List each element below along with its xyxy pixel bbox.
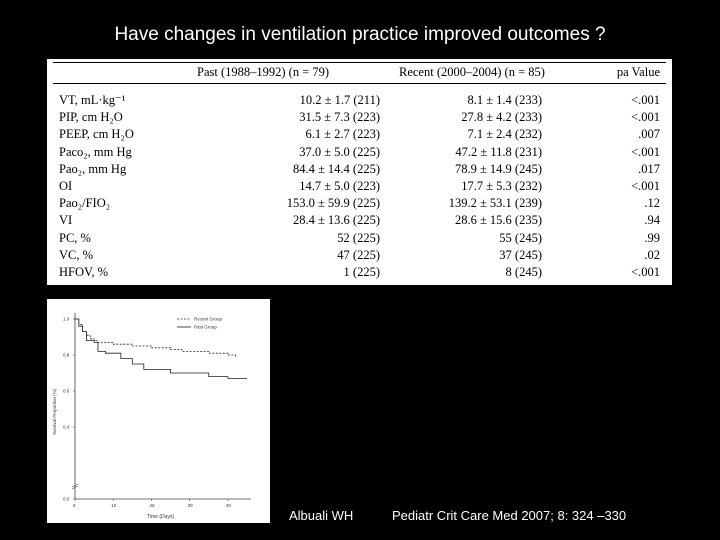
row-p-value: .12 bbox=[644, 196, 660, 211]
axis-break-mark bbox=[71, 485, 79, 490]
row-label: Pao₂, mm Hg bbox=[59, 161, 127, 176]
slide-title: Have changes in ventilation practice imp… bbox=[114, 24, 606, 45]
axis-break-mark bbox=[71, 483, 79, 488]
row-recent-value: 139.2 ± 53.1 (239) bbox=[448, 196, 542, 211]
row-past-value: 84.4 ± 14.4 (225) bbox=[292, 161, 380, 176]
table-row: VI 28.4 ± 13.6 (225) 28.6 ± 15.6 (235) .94 bbox=[47, 214, 672, 227]
table-top-rule bbox=[53, 62, 666, 63]
x-axis-label: Time (Days) bbox=[147, 514, 174, 520]
ventilation-table: Past (1988–1992) (n = 79) Recent (2000–2… bbox=[47, 59, 672, 285]
row-past-value: 14.7 ± 5.0 (223) bbox=[299, 179, 380, 193]
y-tick-label: 0.8 bbox=[63, 353, 70, 358]
row-p-value: <.001 bbox=[631, 179, 660, 193]
citation-author: Albuali WH bbox=[289, 508, 354, 523]
row-past-value: 6.1 ± 2.7 (223) bbox=[305, 127, 380, 142]
row-label: Paco₂, mm Hg bbox=[59, 144, 132, 159]
row-p-value: .017 bbox=[638, 161, 660, 176]
table-row: OI 14.7 ± 5.0 (223) 17.7 ± 5.3 (232) <.001 bbox=[47, 180, 672, 193]
row-recent-value: 17.7 ± 5.3 (232) bbox=[461, 179, 542, 193]
table-row: VC, % 47 (225) 37 (245) .02 bbox=[47, 247, 672, 262]
table-header-rule bbox=[53, 83, 666, 84]
y-tick-label: 1.0 bbox=[63, 317, 70, 322]
row-recent-value: 7.1 ± 2.4 (232) bbox=[467, 127, 542, 142]
y-tick-label: 0.0 bbox=[63, 497, 70, 502]
row-recent-value: 55 (245) bbox=[499, 230, 542, 245]
row-past-value: 37.0 ± 5.0 (225) bbox=[299, 144, 380, 159]
row-p-value: .99 bbox=[644, 230, 660, 245]
row-p-value: <.001 bbox=[631, 110, 660, 125]
row-label: OI bbox=[59, 179, 73, 193]
table-row: Paco₂, mm Hg 37.0 ± 5.0 (225) 47.2 ± 11.8 … bbox=[47, 144, 672, 159]
survival-chart: 0.0 0.4 0.6 0.8 1.0 0 10 20 30 40 Time (Days) Survi… bbox=[47, 299, 270, 523]
row-label: VI bbox=[59, 213, 73, 228]
row-recent-value: 28.6 ± 15.6 (235) bbox=[454, 213, 542, 228]
x-tick-label: 10 bbox=[111, 503, 117, 508]
row-recent-value: 47.2 ± 11.8 (231) bbox=[455, 144, 542, 159]
row-label: VT, mL·kg⁻¹ bbox=[59, 93, 126, 107]
y-axis-label: Survival Proportion (%) bbox=[52, 388, 57, 435]
survival-chart-svg: 0.0 0.4 0.6 0.8 1.0 0 10 20 30 40 Time (Days) Survi… bbox=[52, 313, 251, 520]
row-recent-value: 27.8 ± 4.2 (233) bbox=[461, 110, 542, 125]
row-label: HFOV, % bbox=[59, 265, 109, 279]
row-label: VC, % bbox=[59, 247, 94, 262]
row-p-value: .02 bbox=[644, 247, 660, 262]
row-label: PEEP, cm H₂O bbox=[59, 127, 134, 142]
row-recent-value: 8 (245) bbox=[505, 265, 542, 279]
row-past-value: 153.0 ± 59.9 (225) bbox=[286, 196, 380, 211]
y-tick-label: 0.4 bbox=[63, 425, 70, 430]
row-label: PC, % bbox=[59, 230, 91, 245]
series-line-recent bbox=[75, 318, 236, 357]
table-row: Pao₂, mm Hg 84.4 ± 14.4 (225) 78.9 ± 14.9 … bbox=[47, 161, 672, 176]
col-header-recent: Recent (2000–2004) (n = 85) bbox=[399, 65, 545, 79]
table-row: PC, % 52 (225) 55 (245) .99 bbox=[47, 230, 672, 245]
row-p-value: <.001 bbox=[631, 93, 660, 107]
row-past-value: 1 (225) bbox=[343, 265, 380, 279]
row-recent-value: 37 (245) bbox=[499, 247, 542, 262]
col-header-past: Past (1988–1992) (n = 79) bbox=[197, 65, 330, 79]
x-tick-label: 0 bbox=[73, 503, 76, 508]
y-tick-label: 0.6 bbox=[63, 389, 70, 394]
citation-reference: Pediatr Crit Care Med 2007; 8: 324 –330 bbox=[392, 508, 627, 523]
table-row: VT, mL·kg⁻¹ 10.2 ± 1.7 (211) 8.1 ± 1.4 (23… bbox=[47, 94, 672, 107]
row-p-value: .007 bbox=[638, 127, 660, 142]
row-recent-value: 78.9 ± 14.9 (245) bbox=[454, 161, 542, 176]
x-tick-label: 30 bbox=[188, 503, 194, 508]
x-tick-label: 20 bbox=[149, 503, 155, 508]
x-tick-label: 40 bbox=[226, 503, 232, 508]
row-past-value: 31.5 ± 7.3 (223) bbox=[299, 110, 380, 125]
row-recent-value: 8.1 ± 1.4 (233) bbox=[467, 93, 542, 107]
row-label: Pao₂/FIO₂ bbox=[59, 196, 111, 211]
table-row: HFOV, % 1 (225) 8 (245) <.001 bbox=[47, 266, 672, 279]
row-p-value: <.001 bbox=[631, 265, 660, 279]
row-past-value: 52 (225) bbox=[337, 230, 380, 245]
table-row: PIP, cm H₂O 31.5 ± 7.3 (223) 27.8 ± 4.2 (2… bbox=[47, 111, 672, 124]
col-header-p: pa Value bbox=[616, 65, 660, 79]
row-past-value: 28.4 ± 13.6 (225) bbox=[292, 213, 380, 228]
row-label: PIP, cm H₂O bbox=[59, 110, 123, 125]
series-line-past bbox=[75, 318, 247, 379]
table-row: Pao₂/FIO₂ 153.0 ± 59.9 (225) 139.2 ± 53.1 … bbox=[47, 197, 672, 210]
row-p-value: .94 bbox=[644, 213, 660, 228]
legend-label: Past Group bbox=[194, 325, 217, 330]
table-row: PEEP, cm H₂O 6.1 ± 2.7 (223) 7.1 ± 2.4 (23… bbox=[47, 128, 672, 141]
row-past-value: 10.2 ± 1.7 (211) bbox=[299, 93, 380, 107]
legend-label: Recent Group bbox=[194, 317, 223, 322]
row-past-value: 47 (225) bbox=[337, 247, 380, 262]
row-p-value: <.001 bbox=[631, 144, 660, 159]
